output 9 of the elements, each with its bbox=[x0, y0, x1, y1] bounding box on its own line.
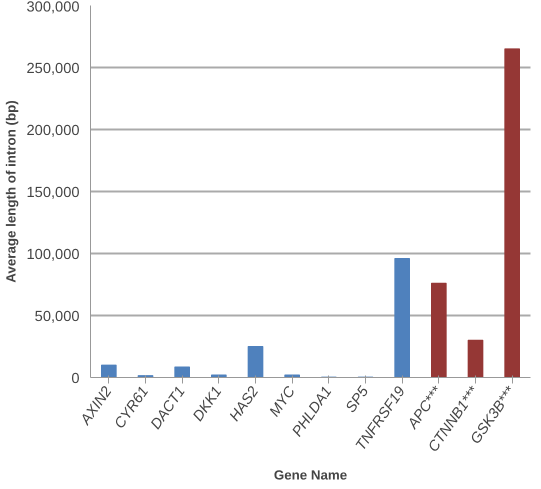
y-axis-title: Average length of intron (bp) bbox=[4, 100, 19, 283]
y-tick-label: 50,000 bbox=[34, 309, 80, 325]
y-tick-label: 150,000 bbox=[26, 185, 80, 201]
y-tick-label: 300,000 bbox=[26, 0, 80, 16]
y-tick-label: 100,000 bbox=[26, 247, 80, 263]
x-axis-title: Gene Name bbox=[274, 468, 348, 483]
y-tick-label: 0 bbox=[71, 371, 80, 387]
y-tick-label: 200,000 bbox=[26, 123, 80, 139]
y-tick-label: 250,000 bbox=[26, 61, 80, 77]
